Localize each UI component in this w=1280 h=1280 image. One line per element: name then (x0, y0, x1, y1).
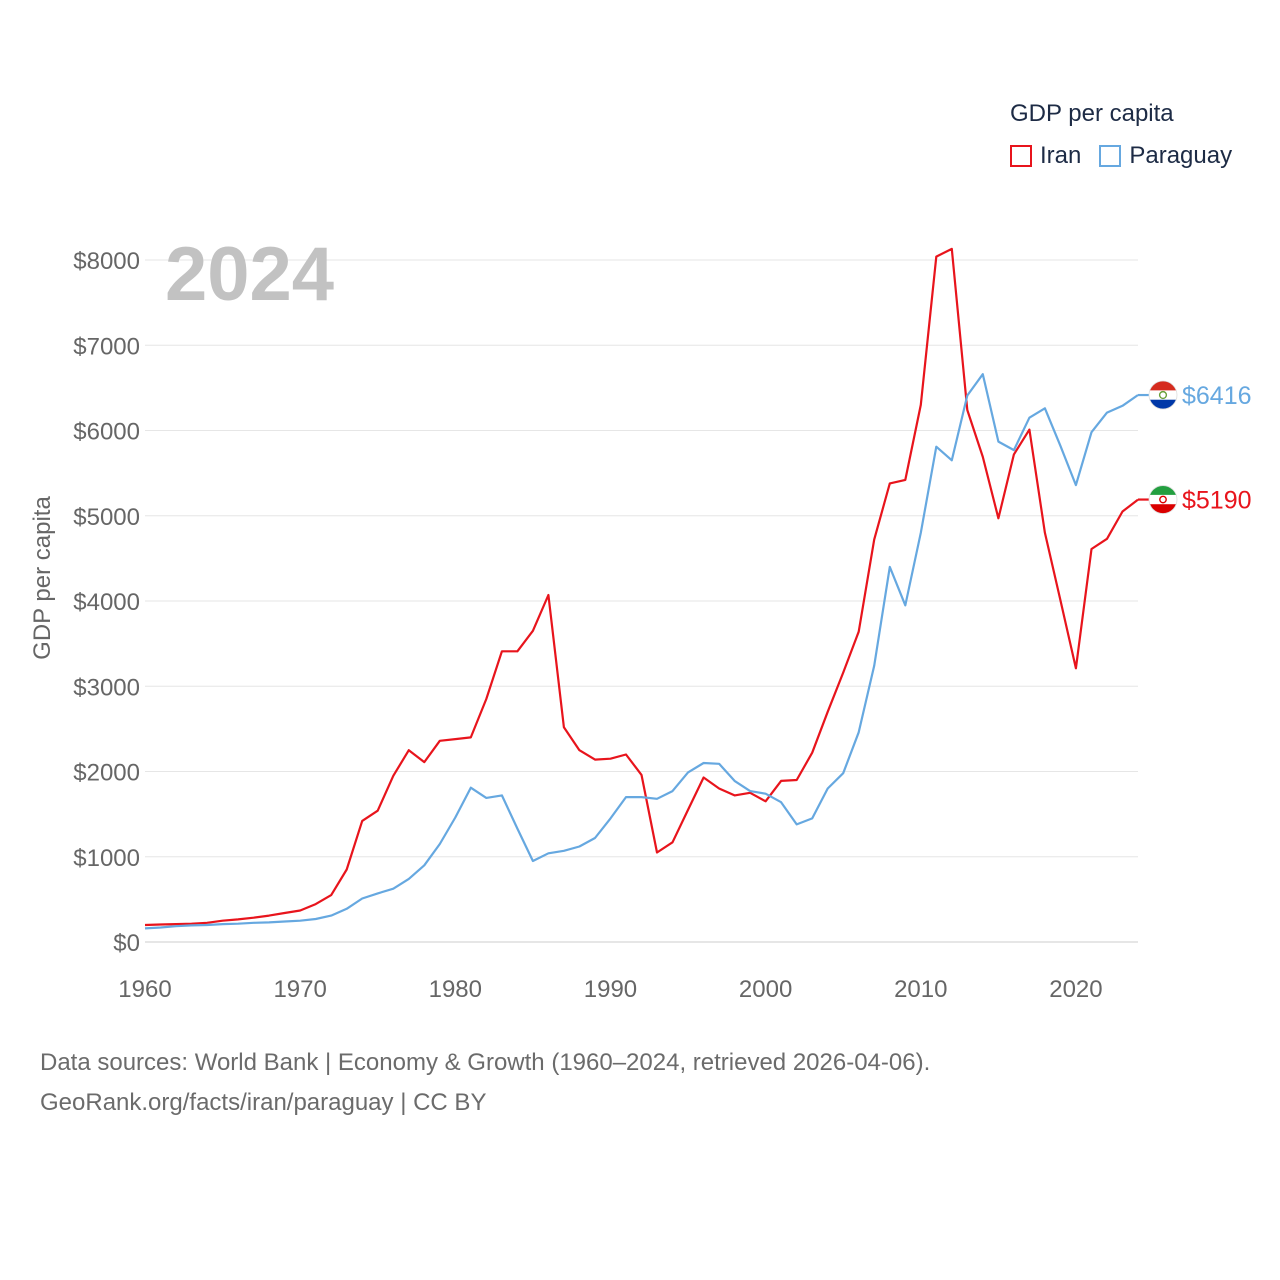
x-tick-label: 1980 (429, 976, 482, 1003)
legend-item-paraguay[interactable]: Paraguay (1099, 142, 1232, 170)
legend-item-iran[interactable]: Iran (1010, 142, 1081, 170)
legend-swatch-paraguay (1099, 145, 1122, 167)
y-tick-label: $5000 (73, 504, 140, 531)
x-tick-label: 2010 (894, 976, 947, 1003)
legend: Iran Paraguay (1010, 142, 1250, 170)
y-tick-label: $0 (113, 930, 140, 957)
y-tick-label: $8000 (73, 248, 140, 275)
series-line-paraguay[interactable] (144, 373, 1139, 930)
end-value-label-paraguay: $6416 (1182, 382, 1252, 410)
legend-title: GDP per capita (1010, 100, 1174, 127)
y-axis-label: GDP per capita (29, 496, 56, 660)
data-source-note: Data sources: World Bank | Economy & Gro… (40, 1043, 930, 1123)
legend-swatch-iran (1010, 145, 1032, 167)
y-axis-ticks: $0 $1000 $2000 $3000 $4000 $5000 $6000 $7000 $80… (73, 248, 140, 957)
flag-icon-iran (1148, 485, 1178, 514)
series-lines (144, 247, 1139, 930)
x-tick-label: 2020 (1049, 976, 1102, 1003)
source-line-1: Data sources: World Bank | Economy & Gro… (40, 1049, 931, 1076)
x-axis-ticks: 1960 1970 1980 1990 2000 2010 2020 (118, 976, 1102, 1003)
flag-icon-paraguay (1148, 380, 1178, 410)
x-tick-label: 1970 (273, 976, 326, 1003)
series-end-markers: $5190 $6416 (1138, 380, 1252, 515)
x-tick-label: 1990 (584, 976, 637, 1003)
series-line-iran[interactable] (144, 247, 1139, 927)
legend-label-paraguay: Paraguay (1129, 142, 1233, 169)
end-value-label-iran: $5190 (1182, 487, 1252, 515)
y-tick-label: $6000 (73, 419, 140, 446)
y-tick-label: $4000 (73, 589, 140, 616)
gridlines (145, 259, 1138, 943)
y-tick-label: $1000 (73, 845, 140, 872)
y-tick-label: $2000 (73, 760, 140, 787)
legend-label-iran: Iran (1040, 142, 1082, 169)
source-line-2[interactable]: GeoRank.org/facts/iran/paraguay | CC BY (40, 1089, 487, 1116)
y-tick-label: $7000 (73, 333, 140, 360)
year-watermark: 2024 (165, 232, 334, 317)
y-tick-label: $3000 (73, 674, 140, 701)
x-tick-label: 2000 (739, 976, 792, 1003)
x-tick-label: 1960 (118, 976, 171, 1003)
